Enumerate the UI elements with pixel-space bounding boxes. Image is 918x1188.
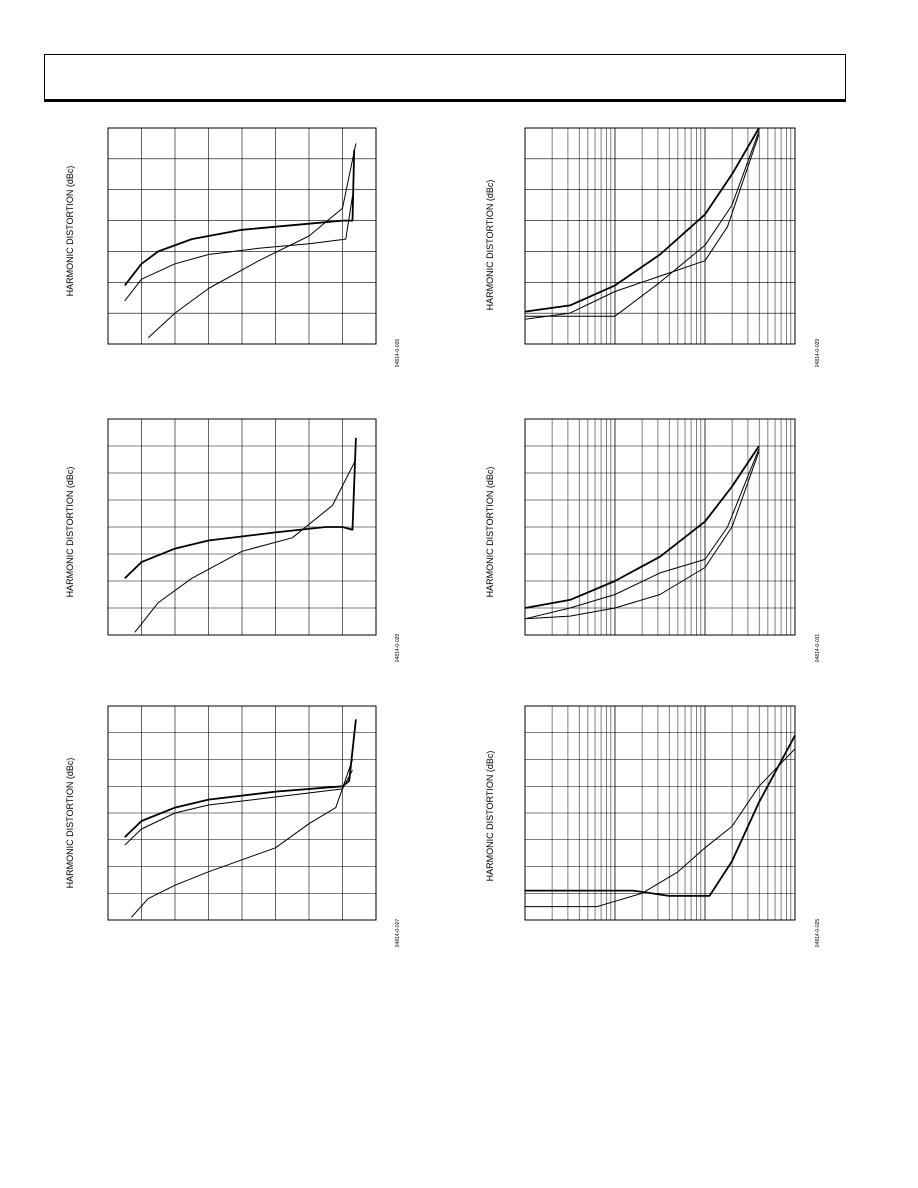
- chart-4: [524, 418, 796, 636]
- gridlines: [108, 128, 376, 344]
- plot-frame: [524, 705, 796, 921]
- series-line-2: [134, 459, 357, 633]
- series-line-2: [124, 769, 353, 846]
- chart-3-svg: [107, 418, 377, 636]
- gridlines: [525, 706, 795, 920]
- chart-6-ylabel: HARMONIC DISTORTION (dBc): [485, 750, 495, 882]
- series-line-2: [524, 134, 760, 320]
- chart-1: [107, 127, 377, 345]
- series-line-1: [124, 437, 357, 579]
- series-line-1: [124, 149, 356, 286]
- chart-5: [107, 705, 377, 921]
- chart-1-svg: [107, 127, 377, 345]
- chart-5-ylabel: HARMONIC DISTORTION (dBc): [65, 757, 75, 889]
- gridlines: [525, 419, 795, 635]
- chart-2-figure-code: 04814-0-029: [815, 338, 821, 368]
- chart-6-svg: [524, 705, 796, 921]
- series-line-1: [525, 734, 796, 897]
- chart-3-ylabel: HARMONIC DISTORTION (dBc): [65, 466, 75, 598]
- plot-frame: [107, 127, 377, 345]
- chart-4-svg: [524, 418, 796, 636]
- gridlines: [108, 419, 376, 635]
- chart-4-figure-code: 04814-0-031: [815, 633, 821, 663]
- series-line-3: [525, 130, 760, 317]
- chart-3-figure-code: 04814-0-028: [395, 633, 401, 663]
- chart-2-svg: [524, 127, 796, 345]
- chart-5-svg: [107, 705, 377, 921]
- series-line-3: [147, 143, 357, 339]
- gridlines: [108, 706, 376, 920]
- chart-5-figure-code: 04814-0-027: [395, 918, 401, 948]
- series-line-1: [524, 445, 760, 609]
- chart-4-ylabel: HARMONIC DISTORTION (dBc): [485, 466, 495, 598]
- chart-1-ylabel: HARMONIC DISTORTION (dBc): [65, 165, 75, 297]
- chart-2: [524, 127, 796, 345]
- header-rule: [44, 54, 846, 102]
- series-line-1: [124, 719, 357, 838]
- series-line-2: [124, 195, 353, 302]
- chart-1-figure-code: 04814-0-026: [395, 338, 401, 368]
- series-line-2: [524, 448, 760, 620]
- plot-frame: [107, 705, 377, 921]
- series-line-2: [525, 748, 796, 908]
- series-line-3: [524, 451, 760, 620]
- plot-frame: [107, 418, 377, 636]
- series-line-3: [131, 759, 353, 918]
- plot-frame: [524, 127, 796, 345]
- gridlines: [525, 128, 795, 344]
- chart-2-ylabel: HARMONIC DISTORTION (dBc): [485, 179, 495, 311]
- chart-6-figure-code: 04814-0-025: [815, 918, 821, 948]
- chart-3: [107, 418, 377, 636]
- series-line-1: [524, 127, 760, 313]
- plot-frame: [524, 418, 796, 636]
- chart-6: [524, 705, 796, 921]
